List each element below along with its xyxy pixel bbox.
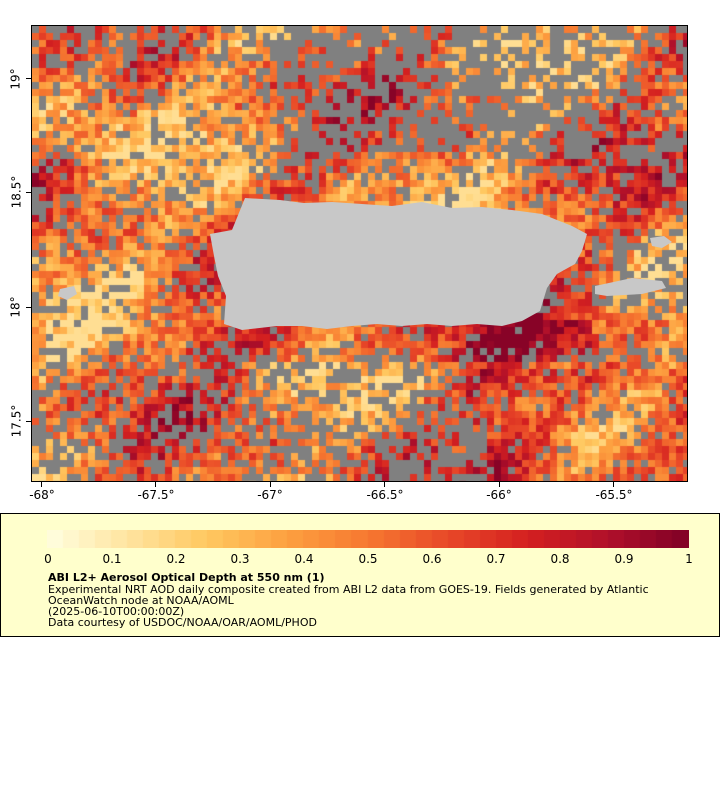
legend-title: ABI L2+ Aerosol Optical Depth at 550 nm …: [48, 571, 325, 584]
colorbar-tick-label: 0.3: [230, 552, 250, 566]
lon-label: -67.5°: [137, 488, 175, 502]
lat-label: 17.5°: [9, 404, 23, 438]
aod-map[interactable]: [31, 25, 688, 482]
lon-label: -66.5°: [366, 488, 404, 502]
lon-tick: [384, 482, 385, 487]
lon-tick: [270, 482, 271, 487]
lon-tick: [499, 482, 500, 487]
lon-label: -68°: [29, 488, 55, 502]
lon-label: -66°: [486, 488, 512, 502]
lat-label: 18°: [9, 296, 23, 318]
lon-label: -67°: [257, 488, 283, 502]
colorbar: [47, 530, 689, 548]
lat-label: 19°: [9, 68, 23, 90]
colorbar-tick-label: 0.8: [550, 552, 570, 566]
lat-tick: [26, 192, 31, 193]
lon-tick: [613, 482, 614, 487]
colorbar-tick-label: 0.5: [358, 552, 378, 566]
legend-description: Experimental NRT AOD daily composite cre…: [48, 584, 688, 628]
legend-panel: 0 0.1 0.2 0.3 0.4 0.5 0.6 0.7 0.8 0.9 1 …: [0, 513, 720, 637]
lon-label: -65.5°: [595, 488, 633, 502]
colorbar-tick-label: 0.2: [166, 552, 186, 566]
culebra-land: [650, 236, 672, 248]
colorbar-tick-label: 0.1: [102, 552, 122, 566]
lon-tick: [41, 482, 42, 487]
puerto-rico-land: [210, 198, 587, 330]
land-layer: [58, 198, 672, 330]
colorbar-tick-label: 1: [685, 552, 693, 566]
lat-tick: [26, 421, 31, 422]
colorbar-tick-label: 0.9: [614, 552, 634, 566]
lat-tick: [26, 307, 31, 308]
colorbar-tick-label: 0.4: [294, 552, 314, 566]
vieques-land: [595, 278, 666, 296]
description-line: Experimental NRT AOD daily composite cre…: [48, 583, 649, 596]
description-line: Data courtesy of USDOC/NOAA/OAR/AOML/PHO…: [48, 616, 317, 629]
description-line: (2025-06-10T00:00:00Z): [48, 605, 185, 618]
description-line: OceanWatch node at NOAA/AOML: [48, 594, 234, 607]
mona-island-land: [58, 286, 77, 300]
lat-tick: [26, 78, 31, 79]
lat-label: 18.5°: [9, 175, 23, 209]
lon-tick: [155, 482, 156, 487]
colorbar-tick-label: 0: [44, 552, 52, 566]
colorbar-tick-label: 0.7: [486, 552, 506, 566]
colorbar-tick-label: 0.6: [422, 552, 442, 566]
